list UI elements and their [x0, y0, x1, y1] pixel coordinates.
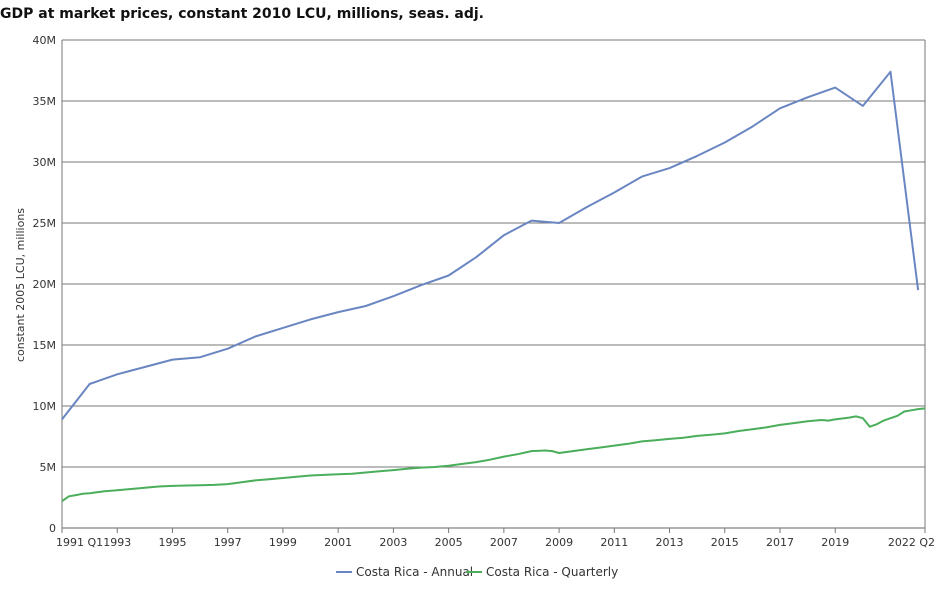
- y-tick-label: 15M: [33, 339, 57, 352]
- y-tick-label: 35M: [33, 95, 57, 108]
- chart-title: GDP at market prices, constant 2010 LCU,…: [0, 6, 485, 22]
- x-tick-label: 2003: [379, 536, 407, 549]
- x-tick-label: 2013: [656, 536, 684, 549]
- y-tick-label: 10M: [33, 400, 57, 413]
- y-tick-label: 40M: [33, 34, 57, 47]
- legend-label: Costa Rica - Annual: [356, 565, 473, 579]
- gridlines: [62, 39, 925, 529]
- x-tick-label: 1997: [214, 536, 242, 549]
- legend-label: Costa Rica - Quarterly: [486, 565, 618, 579]
- x-tick-label: 2009: [545, 536, 573, 549]
- x-tick-label: 2001: [324, 536, 352, 549]
- legend-item-quarterly[interactable]: Costa Rica - Quarterly: [466, 565, 618, 579]
- x-tick-label: 2011: [600, 536, 628, 549]
- x-tick-label: 2007: [490, 536, 518, 549]
- x-tick-label: 2017: [766, 536, 794, 549]
- y-axis: 0 5M 10M 15M 20M 25M 30M 35M 40M: [33, 34, 926, 535]
- x-tick-label: 2015: [711, 536, 739, 549]
- legend[interactable]: Costa Rica - Annual Costa Rica - Quarterl…: [336, 565, 618, 579]
- y-tick-label: 0: [49, 522, 56, 535]
- series-lines: [61, 70, 926, 503]
- x-tick-label: 2005: [435, 536, 463, 549]
- y-tick-label: 5M: [40, 461, 57, 474]
- legend-item-annual[interactable]: Costa Rica - Annual: [336, 565, 473, 579]
- y-tick-label: 25M: [33, 217, 57, 230]
- series-line-annual[interactable]: [61, 70, 920, 421]
- y-tick-label: 20M: [33, 278, 57, 291]
- y-tick-label: 30M: [33, 156, 57, 169]
- x-tick-label: 1995: [158, 536, 186, 549]
- x-axis: 1991 Q1 1993 1995 1997 1999 2001 2003 2005 2007 2…: [56, 528, 935, 549]
- series-line-quarterly[interactable]: [61, 407, 926, 503]
- x-tick-label: 1999: [269, 536, 297, 549]
- x-tick-label: 2019: [821, 536, 849, 549]
- y-axis-label: constant 2005 LCU, millions: [14, 208, 27, 362]
- x-tick-label: 1991 Q1: [56, 536, 103, 549]
- x-tick-label: 1993: [103, 536, 131, 549]
- x-tick-label: 2022 Q2: [888, 536, 935, 549]
